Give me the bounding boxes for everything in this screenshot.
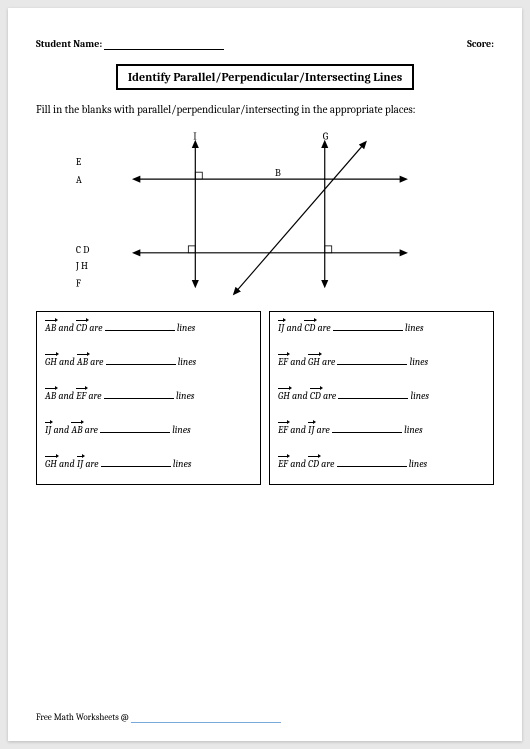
footer: Free Math Worksheets @ [36,713,281,723]
label-F: F [76,279,81,290]
question-row: EF and CD are lines [278,458,485,470]
questions-columns: AB and CD are lines GH and AB are lines AB… [36,311,494,485]
answer-blank[interactable] [337,356,407,365]
answer-blank[interactable] [100,424,170,433]
lines-diagram: I G E A B C D J H F [36,125,494,305]
label-JH: J H [75,261,88,272]
student-name-field: Student Name: [36,38,224,50]
answer-blank[interactable] [332,424,402,433]
answer-blank[interactable] [105,322,175,331]
question-row: IJ and AB are lines [45,424,252,436]
question-row: EF and IJ are lines [278,424,485,436]
answer-blank[interactable] [338,390,408,399]
question-row: EF and GH are lines [278,356,485,368]
answer-blank[interactable] [337,458,407,467]
student-name-label: Student Name: [36,38,102,50]
answer-blank[interactable] [333,322,403,331]
score-label: Score: [467,38,494,50]
page-title: Identify Parallel/Perpendicular/Intersec… [116,64,414,90]
footer-text: Free Math Worksheets @ [36,713,129,723]
label-CD: C D [76,245,90,256]
score-field: Score: [467,38,494,50]
question-row: GH and IJ are lines [45,458,252,470]
label-A: A [76,176,82,187]
student-name-blank[interactable] [104,40,224,50]
question-row: GH and CD are lines [278,390,485,402]
answer-blank[interactable] [104,390,174,399]
title-container: Identify Parallel/Perpendicular/Intersec… [36,64,494,90]
question-row: AB and CD are lines [45,322,252,334]
answer-blank[interactable] [106,356,176,365]
question-row: IJ and CD are lines [278,322,485,334]
questions-right: IJ and CD are lines EF and GH are lines GH… [269,311,494,485]
label-G: G [323,132,329,143]
question-row: GH and AB are lines [45,356,252,368]
question-row: AB and EF are lines [45,390,252,402]
worksheet-page: Student Name: Score: Identify Parallel/P… [8,8,522,741]
label-E: E [76,158,82,169]
header-row: Student Name: Score: [36,38,494,50]
footer-link-blank [131,715,281,723]
instruction-text: Fill in the blanks with parallel/perpend… [36,102,494,117]
label-I: I [193,132,197,143]
label-B: B [275,169,281,180]
answer-blank[interactable] [101,458,171,467]
questions-left: AB and CD are lines GH and AB are lines AB… [36,311,261,485]
